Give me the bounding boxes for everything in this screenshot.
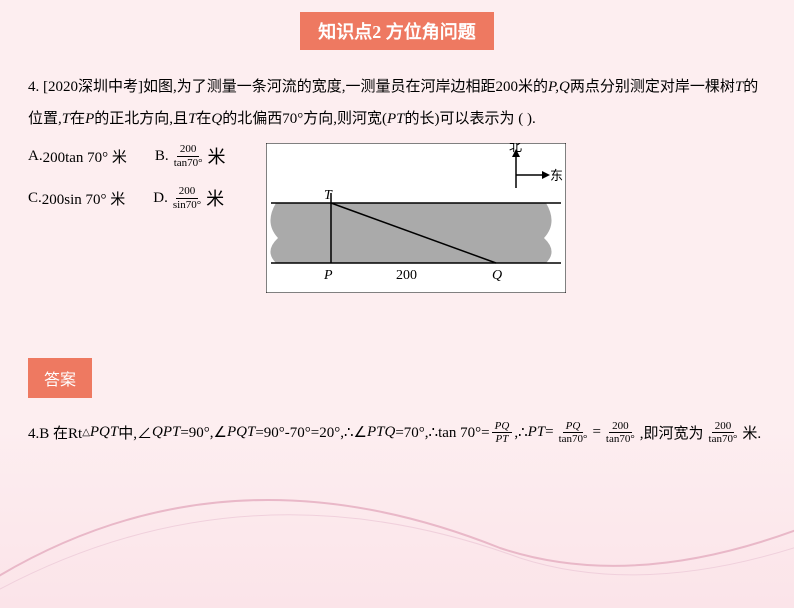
answer-heading: 答案 (28, 358, 92, 398)
a-f1: PQPT (492, 420, 513, 445)
a-f3d: tan70° (603, 433, 638, 445)
a-1e: =70°,∴tan 70°= (395, 423, 489, 442)
a-1b: 中,∠ (118, 422, 152, 443)
q-p7: 的北偏西70°方向,则河宽( (222, 111, 387, 127)
a-1c: =90°,∠ (180, 423, 227, 442)
opt-d-suffix: 米 (206, 185, 224, 211)
east-label: 东 (550, 168, 563, 183)
q-P1: P (85, 111, 94, 127)
section-title: 知识点2 方位角问题 (300, 12, 494, 50)
opt-d-frac: 200sin70° (170, 185, 204, 210)
opt-b-frac: 200tan70° (171, 143, 206, 168)
river-diagram: 北 东 T P Q 200 (266, 143, 566, 293)
label-200: 200 (396, 268, 417, 283)
opt-d-label: D. (153, 190, 168, 207)
a-PT2: PT (528, 424, 546, 441)
a-1a: 4.B 在Rt (28, 422, 82, 443)
q-pq: P,Q (548, 79, 570, 95)
q-t2: T (62, 111, 70, 127)
q-p2: 两点分别测定对岸一棵树 (570, 79, 735, 95)
opt-b-num: 200 (177, 143, 200, 156)
opt-b-label: B. (155, 148, 169, 165)
opt-a-val: 200tan 70° 米 (43, 146, 127, 167)
opt-b-den: tan70° (171, 157, 206, 169)
option-a: A.200tan 70° 米 (28, 146, 127, 167)
options-row-2: C.200sin 70° 米 D.200sin70°米 (28, 185, 226, 211)
a-f2: PQtan70° (556, 420, 591, 445)
a-QPT: QPT (152, 424, 180, 441)
diagram: 北 东 T P Q 200 (266, 143, 566, 298)
label-T: T (324, 188, 333, 203)
decorative-curve (0, 448, 794, 608)
q-p5: 的正北方向,且 (94, 111, 188, 127)
a-f1n: PQ (492, 420, 513, 433)
a-1h: = (592, 424, 600, 441)
q-source: [2020深圳中考] (43, 79, 143, 95)
opt-a-label: A. (28, 148, 43, 165)
a-1g: = (545, 424, 553, 441)
q-PT: PT (387, 111, 405, 127)
opt-b-suffix: 米 (208, 143, 226, 169)
opt-d-num: 200 (176, 185, 199, 198)
a-f2n: PQ (563, 420, 584, 433)
a-PQT2: PQT (227, 424, 255, 441)
options-row-1: A.200tan 70° 米 B.200tan70°米 (28, 143, 226, 169)
a-f3: 200tan70° (603, 420, 638, 445)
option-b: B.200tan70°米 (155, 143, 226, 169)
answer-text: 4.B 在Rt△PQT中,∠QPT=90°,∠PQT=90°-70°=20°,∴… (28, 420, 766, 445)
options-and-diagram: A.200tan 70° 米 B.200tan70°米 C.200sin 70°… (28, 143, 766, 298)
triangle-icon: △ (82, 427, 90, 438)
opt-c-val: 200sin 70° 米 (42, 188, 126, 209)
opt-d-den: sin70° (170, 199, 204, 211)
q-p8: 的长)可以表示为 ( ). (405, 111, 536, 127)
q-p4: 在 (70, 111, 85, 127)
question-text: 4. [2020深圳中考]如图,为了测量一条河流的宽度,一测量员在河岸边相距20… (28, 72, 766, 135)
q-p1: 如图,为了测量一条河流的宽度,一测量员在河岸边相距200米的 (143, 79, 548, 95)
north-label: 北 (509, 143, 522, 154)
a-f3n: 200 (609, 420, 632, 433)
a-1i: ,即河宽为 (640, 422, 704, 443)
a-1d: =90°-70°=20°,∴∠ (255, 423, 367, 442)
q-num: 4. (28, 79, 43, 95)
a-f4d: tan70° (706, 433, 741, 445)
a-f4n: 200 (712, 420, 735, 433)
a-1j: 米. (742, 422, 761, 443)
q-Q1: Q (211, 111, 222, 127)
a-1f: ,∴ (514, 423, 527, 442)
option-c: C.200sin 70° 米 (28, 188, 125, 209)
option-d: D.200sin70°米 (153, 185, 224, 211)
a-f2d: tan70° (556, 433, 591, 445)
opt-c-label: C. (28, 190, 42, 207)
label-P: P (323, 268, 333, 283)
label-Q: Q (492, 268, 502, 283)
a-PQT: PQT (90, 424, 118, 441)
q-p6: 在 (196, 111, 211, 127)
q-t1: T (735, 79, 743, 95)
a-f1d: PT (493, 433, 512, 445)
a-PTQ: PTQ (367, 424, 395, 441)
options-column: A.200tan 70° 米 B.200tan70°米 C.200sin 70°… (28, 143, 226, 211)
a-f4: 200tan70° (706, 420, 741, 445)
